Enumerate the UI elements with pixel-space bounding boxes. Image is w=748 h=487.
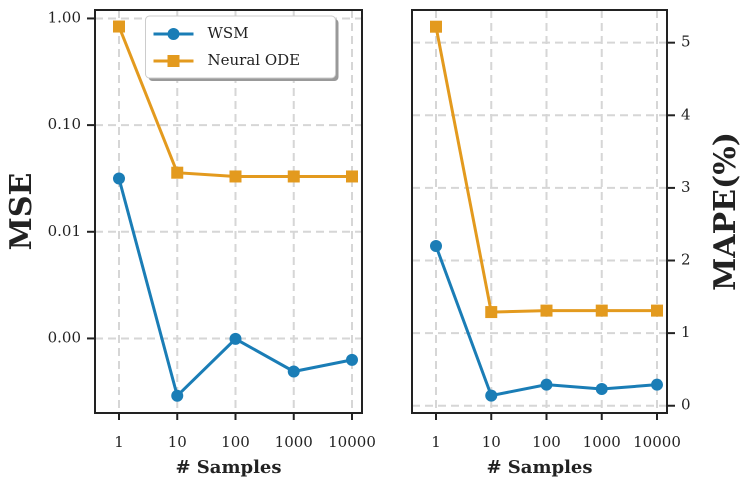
y-tick-label: 5 [681, 33, 691, 51]
plot-frame [411, 9, 668, 414]
y-tick-label: 0 [681, 396, 691, 414]
y-tick-label: 1.00 [48, 8, 81, 26]
marker [651, 378, 663, 391]
plot-frame [94, 9, 363, 414]
legend-label: WSM [208, 24, 249, 42]
x-tick-label: 100 [221, 433, 250, 451]
x-tick-label: 10000 [328, 433, 376, 451]
marker [346, 353, 358, 366]
x-axis-label: # Samples [175, 457, 281, 478]
marker [540, 378, 553, 391]
marker [113, 20, 125, 33]
marker [540, 304, 553, 317]
y-tick-label: 0.01 [48, 222, 81, 240]
marker [595, 383, 608, 396]
x-axis-label: # Samples [486, 457, 592, 478]
x-tick-label: 10 [168, 433, 187, 451]
x-tick-label: 10 [482, 433, 501, 451]
y-tick-label: 0.10 [48, 115, 81, 133]
marker [287, 170, 300, 183]
x-tick-label: 1000 [275, 433, 313, 451]
y-tick-label: 0.00 [48, 328, 81, 346]
legend-marker [167, 55, 180, 67]
y-tick-label: 4 [681, 105, 691, 123]
marker [229, 332, 242, 345]
marker [287, 365, 300, 378]
y-tick-label: 3 [681, 178, 691, 196]
x-tick-label: 1 [114, 433, 124, 451]
marker [346, 170, 358, 183]
x-tick-label: 1 [431, 433, 441, 451]
marker [171, 389, 184, 402]
series-line [434, 245, 658, 398]
x-tick-label: 100 [532, 433, 561, 451]
y-axis-label: MSE [4, 173, 39, 251]
marker [485, 306, 498, 319]
marker [171, 166, 184, 179]
y-axis-label: MAPE(%) [708, 132, 743, 291]
marker [430, 239, 442, 252]
x-tick-label: 10000 [633, 433, 681, 451]
marker [113, 172, 125, 185]
y-tick-label: 2 [681, 251, 691, 269]
marker [229, 170, 242, 183]
marker [595, 304, 608, 317]
marker [430, 20, 442, 33]
marker [651, 304, 663, 317]
x-tick-label: 1000 [583, 433, 621, 451]
y-tick-label: 1 [681, 323, 691, 341]
legend-label: Neural ODE [208, 51, 301, 69]
legend-marker [167, 28, 180, 40]
marker [485, 389, 498, 402]
